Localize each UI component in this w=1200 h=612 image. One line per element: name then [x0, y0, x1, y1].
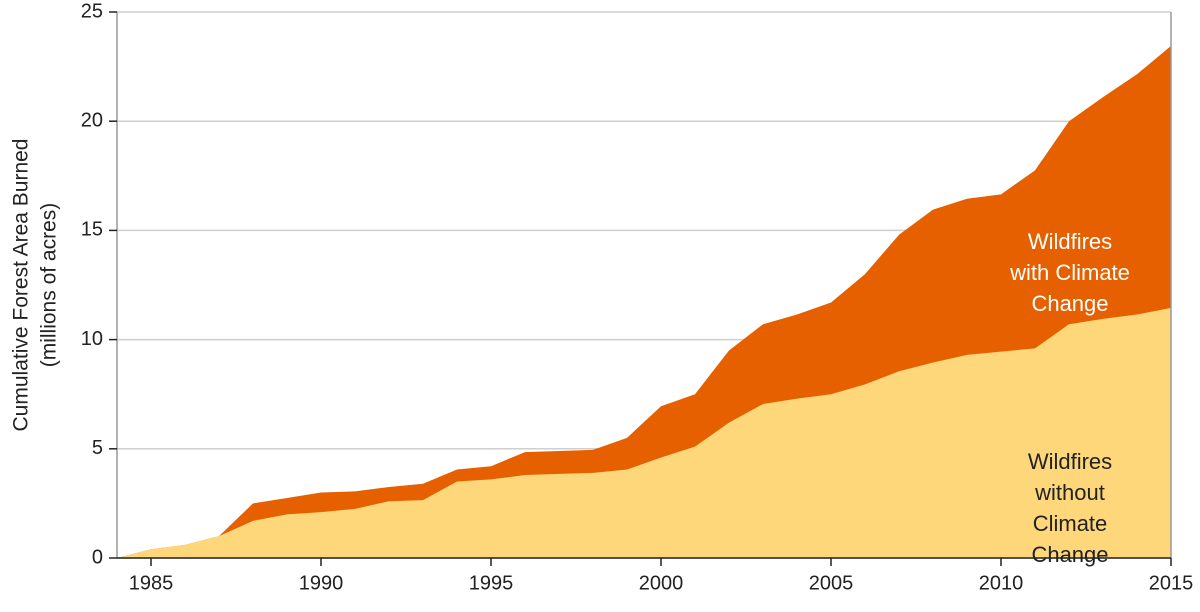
y-tick-label: 5 [92, 437, 103, 459]
y-tick-label: 10 [81, 328, 103, 350]
y-axis-label: Cumulative Forest Area Burned [10, 139, 33, 432]
series-label: Wildfires without Climate Change [1027, 449, 1113, 567]
x-tick-label: 2010 [979, 572, 1024, 594]
y-tick-label: 0 [92, 546, 103, 568]
y-tick-label: 25 [81, 0, 103, 22]
x-tick-label: 2000 [639, 572, 684, 594]
y-tick-label: 15 [81, 219, 103, 241]
x-tick-label: 2015 [1149, 572, 1194, 594]
x-tick-label: 1990 [299, 572, 344, 594]
y-tick-label: 20 [81, 109, 103, 131]
x-tick-label: 2005 [809, 572, 854, 594]
x-tick-label: 1995 [469, 572, 514, 594]
series-label: Wildfires with Climate Change [1010, 229, 1130, 316]
area [117, 307, 1171, 558]
x-tick-label: 1985 [129, 572, 174, 594]
y-axis-label-group: Cumulative Forest Area Burned (millions … [10, 139, 61, 432]
y-axis-label: (millions of acres) [38, 203, 61, 368]
